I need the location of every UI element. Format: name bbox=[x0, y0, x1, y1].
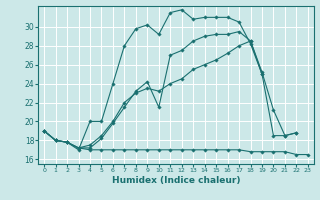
X-axis label: Humidex (Indice chaleur): Humidex (Indice chaleur) bbox=[112, 176, 240, 185]
